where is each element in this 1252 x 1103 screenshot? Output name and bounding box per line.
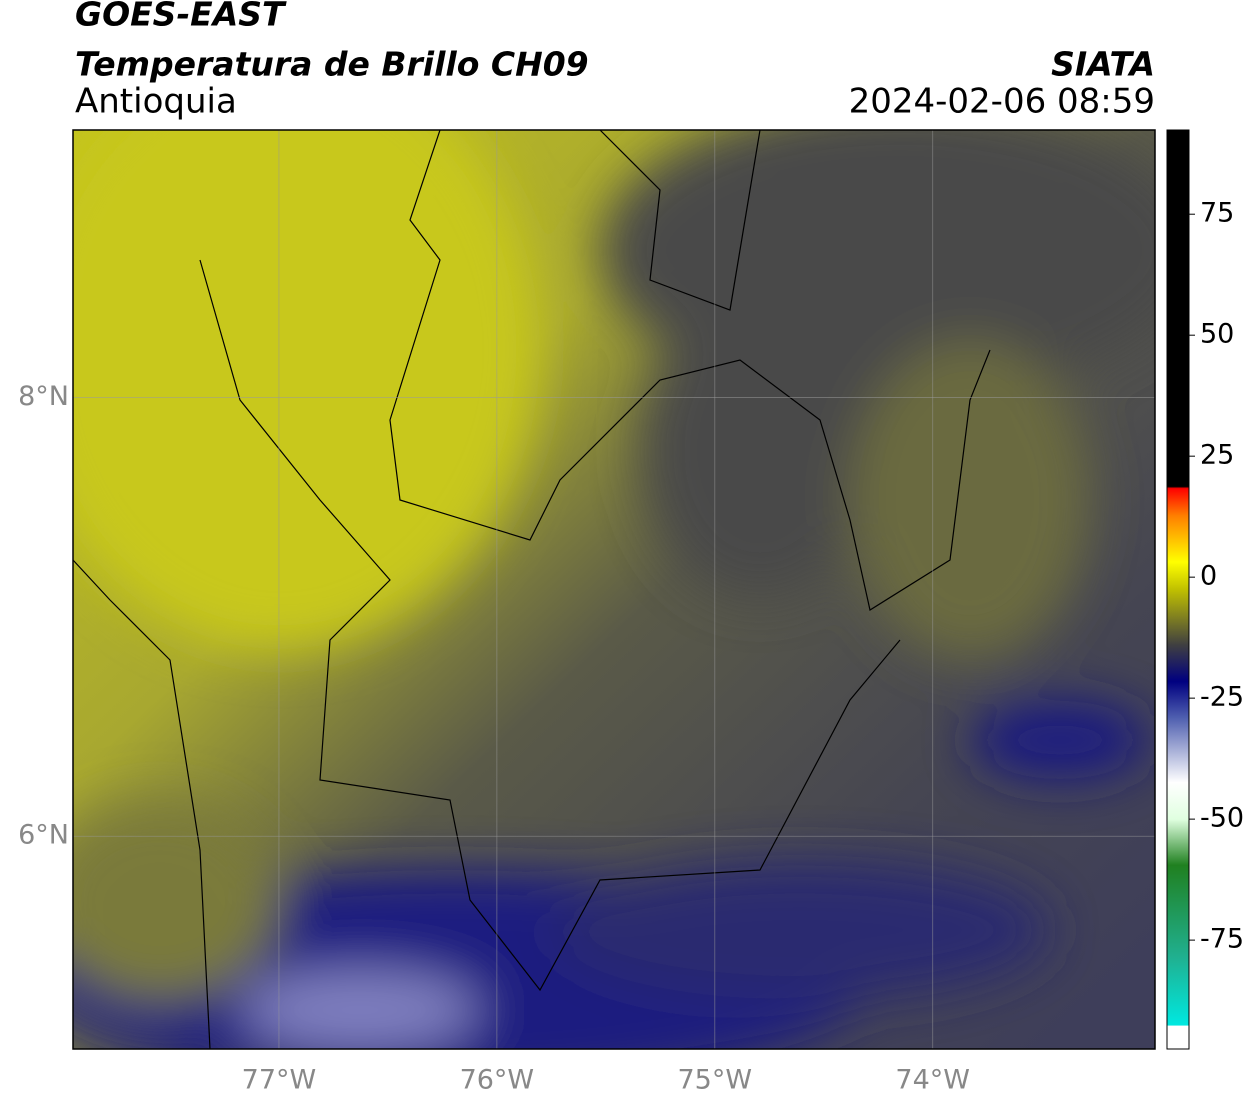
- subtitle: Temperatura de Brillo CH09: [75, 45, 589, 84]
- colorbar-tick-label: -25: [1200, 682, 1244, 713]
- colorbar: [1166, 129, 1190, 1050]
- region: Antioquia: [75, 82, 237, 122]
- colorbar-tick-label: 50: [1200, 319, 1234, 350]
- map-frame: [72, 129, 1156, 1050]
- colorbar-tick-label: -75: [1200, 924, 1244, 955]
- lat-tick-label: 6°N: [18, 820, 69, 851]
- source: SIATA: [1051, 45, 1155, 84]
- lon-tick-label: 74°W: [895, 1065, 970, 1096]
- colorbar-tick-label: 0: [1200, 561, 1217, 592]
- colorbar-tick-label: -50: [1200, 803, 1244, 834]
- map-image: [73, 130, 1155, 1049]
- lat-tick-label: 8°N: [18, 381, 69, 412]
- colorbar-tick-label: 75: [1200, 198, 1234, 229]
- lon-tick-label: 77°W: [242, 1065, 317, 1096]
- colorbar-tick-label: 25: [1200, 440, 1234, 471]
- lon-tick-label: 76°W: [460, 1065, 535, 1096]
- title: GOES-EAST: [75, 0, 287, 34]
- datetime: 2024-02-06 08:59: [849, 82, 1155, 122]
- lon-tick-label: 75°W: [678, 1065, 753, 1096]
